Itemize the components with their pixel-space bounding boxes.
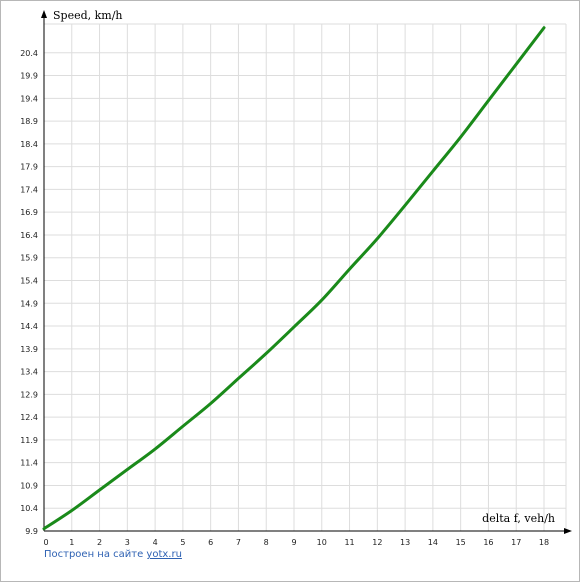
- x-tick-label: 12: [372, 538, 382, 547]
- y-tick-label: 13.9: [20, 345, 38, 354]
- credit-text: Построен на сайте yotx.ru: [44, 549, 182, 560]
- x-axis-arrow-icon: [564, 528, 572, 534]
- x-tick-label: 9: [291, 538, 296, 547]
- x-tick-label: 7: [236, 538, 241, 547]
- credit-link[interactable]: yotx.ru: [146, 549, 182, 560]
- x-tick-label: 11: [344, 538, 354, 547]
- y-tick-label: 10.9: [20, 481, 38, 490]
- y-axis-arrow-icon: [41, 10, 47, 18]
- x-tick-label: 4: [153, 538, 158, 547]
- y-tick-label: 20.4: [20, 49, 38, 58]
- x-tick-label: 6: [208, 538, 213, 547]
- x-tick-label: 18: [539, 538, 549, 547]
- x-tick-label: 10: [317, 538, 327, 547]
- x-tick-label: 13: [400, 538, 410, 547]
- y-tick-label: 18.4: [20, 140, 38, 149]
- y-tick-label: 13.4: [20, 368, 38, 377]
- y-tick-labels: 9.9 10.4 10.9 11.4 11.9 12.4 12.9 13.4 13.9 14.4 1…: [20, 49, 38, 536]
- y-tick-label: 19.4: [20, 94, 38, 103]
- y-tick-label: 11.9: [20, 436, 38, 445]
- y-tick-label: 12.4: [20, 413, 38, 422]
- y-axis-label: Speed, km/h: [53, 9, 123, 22]
- series-line: [42, 26, 546, 531]
- y-tick-label: 16.4: [20, 231, 38, 240]
- y-tick-label: 10.4: [20, 504, 38, 513]
- y-tick-label: 14.4: [20, 322, 38, 331]
- y-tick-label: 19.9: [20, 72, 38, 81]
- axes: [41, 10, 572, 534]
- x-tick-label: 8: [264, 538, 269, 547]
- y-tick-label: 17.9: [20, 163, 38, 172]
- y-tick-label: 12.9: [20, 390, 38, 399]
- credit-prefix: Построен на сайте: [44, 549, 147, 560]
- x-tick-label: 3: [125, 538, 130, 547]
- y-tick-label: 11.4: [20, 459, 38, 468]
- x-tick-label: 15: [456, 538, 466, 547]
- x-tick-label: 0: [43, 538, 48, 547]
- series-group: [42, 26, 546, 531]
- grid: [44, 23, 567, 531]
- x-tick-label: 14: [428, 538, 438, 547]
- x-tick-label: 5: [180, 538, 185, 547]
- y-tick-label: 15.4: [20, 277, 38, 286]
- x-tick-label: 2: [97, 538, 102, 547]
- y-tick-label: 16.9: [20, 208, 38, 217]
- y-tick-label: 9.9: [25, 527, 38, 536]
- x-axis-label: delta f, veh/h: [482, 512, 555, 525]
- x-tick-label: 17: [511, 538, 521, 547]
- y-tick-label: 18.9: [20, 117, 38, 126]
- x-tick-label: 16: [483, 538, 493, 547]
- x-tick-label: 1: [69, 538, 74, 547]
- y-tick-label: 15.9: [20, 254, 38, 263]
- x-tick-labels: 0 1 2 3 4 5 6 7 8 9 10 11 12 13 14 15 16 17 18: [43, 538, 549, 547]
- y-tick-label: 14.9: [20, 299, 38, 308]
- y-tick-label: 17.4: [20, 185, 38, 194]
